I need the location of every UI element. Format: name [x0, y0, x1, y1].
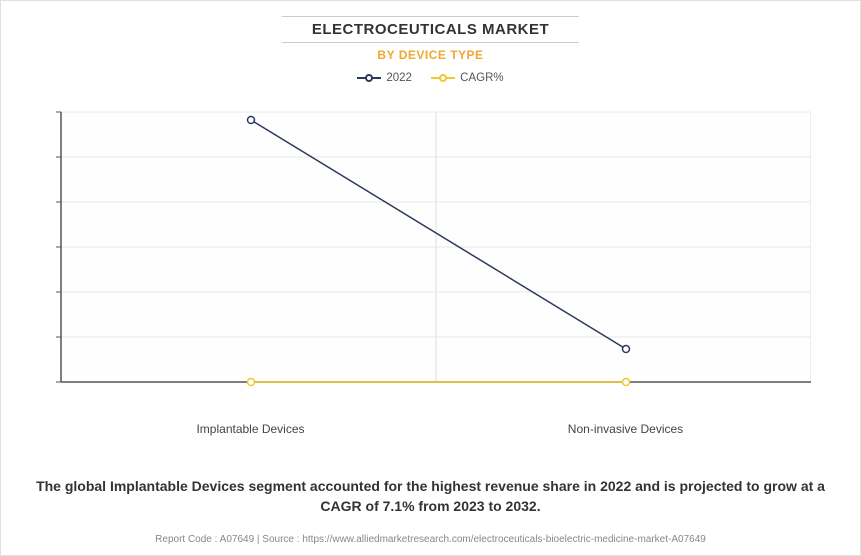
- legend-item-cagr: CAGR%: [431, 72, 503, 84]
- legend-circle-icon: [439, 74, 447, 82]
- x-label-noninvasive: Non-invasive Devices: [568, 422, 683, 436]
- legend-marker-2022: [357, 72, 381, 84]
- chart-subtitle: BY DEVICE TYPE: [1, 48, 860, 62]
- x-label-implantable: Implantable Devices: [196, 422, 304, 436]
- legend-marker-cagr: [431, 72, 455, 84]
- legend-circle-icon: [365, 74, 373, 82]
- chart-container: ELECTROCEUTICALS MARKET BY DEVICE TYPE 2…: [0, 0, 861, 556]
- chart-plot-area: [51, 107, 811, 417]
- title-wrapper: ELECTROCEUTICALS MARKET: [1, 16, 860, 43]
- chart-svg: [51, 107, 811, 417]
- legend-label: 2022: [386, 72, 412, 84]
- x-axis-labels: Implantable Devices Non-invasive Devices: [51, 417, 811, 447]
- chart-title: ELECTROCEUTICALS MARKET: [282, 16, 579, 43]
- source-label: Source :: [262, 534, 302, 545]
- report-code: A07649: [220, 534, 254, 545]
- legend-label: CAGR%: [460, 72, 503, 84]
- legend-item-2022: 2022: [357, 72, 412, 84]
- report-code-label: Report Code :: [155, 534, 219, 545]
- footer-text: Report Code : A07649 | Source : https://…: [1, 526, 860, 545]
- chart-legend: 2022 CAGR%: [1, 72, 860, 87]
- summary-text: The global Implantable Devices segment a…: [1, 447, 860, 526]
- source-url: https://www.alliedmarketresearch.com/ele…: [302, 534, 706, 545]
